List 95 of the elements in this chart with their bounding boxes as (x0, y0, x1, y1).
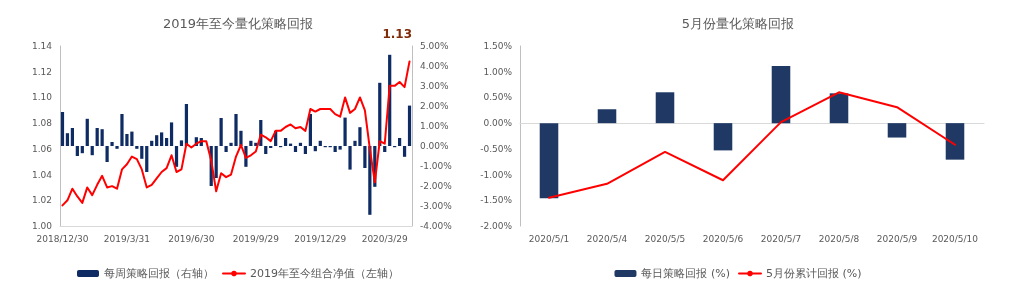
bar (597, 109, 617, 124)
y2-tick-label: 2.00% (420, 101, 450, 111)
y2-tick-label: 5.00% (420, 41, 450, 51)
bar (160, 132, 164, 146)
bar (70, 128, 75, 146)
x-tick-label: 2020/5/9 (876, 233, 918, 244)
chart-title: 2019年至今量化策略回报 (162, 16, 314, 31)
y-tick-label: 1.10 (31, 92, 53, 103)
line-series (61, 60, 411, 207)
bar (343, 117, 347, 146)
bar (174, 146, 179, 167)
bar (155, 135, 159, 146)
x-tick-label: 2020/5/1 (528, 233, 570, 244)
y-tick-label: 1.04 (31, 169, 53, 180)
bar (219, 118, 223, 146)
bar (264, 146, 268, 154)
bar (303, 146, 308, 154)
bar (214, 146, 218, 178)
y-tick-label: 1.12 (31, 66, 52, 77)
bar (179, 140, 184, 146)
bar (80, 146, 84, 154)
legend-label: 5月份累计回报 (%) (766, 267, 862, 280)
text: 1.13 (382, 27, 412, 41)
bar (945, 123, 965, 160)
bar (95, 128, 99, 146)
bar (407, 105, 412, 146)
bar (110, 142, 114, 146)
bar (338, 146, 342, 150)
bar (397, 138, 402, 146)
bar (298, 142, 303, 146)
bar (65, 133, 70, 146)
bar (75, 146, 79, 156)
bar (829, 93, 849, 124)
bar (655, 92, 675, 124)
bar (293, 146, 298, 152)
x-tick-label: 2018/12/30 (36, 233, 89, 244)
bar (90, 146, 94, 156)
bar (169, 122, 174, 146)
bar (539, 123, 559, 199)
bar (164, 138, 169, 146)
bar (402, 146, 407, 157)
bar (348, 146, 352, 170)
x-tick-label: 2020/5/5 (644, 233, 686, 244)
bar (308, 114, 312, 146)
y-tick-label: 1.02 (31, 195, 52, 206)
y2-tick-label: 4.00% (420, 61, 450, 71)
bar (283, 138, 288, 146)
bar (383, 146, 387, 152)
y2-tick-label: -1.00% (420, 161, 453, 171)
x-tick-label: 2020/5/6 (702, 233, 744, 244)
y-tick-label: 1.06 (31, 143, 53, 154)
y-tick-label: 0.50% (483, 92, 513, 103)
y-tick-label: 1.50% (483, 41, 513, 51)
x-tick-label: 2020/3/29 (361, 233, 409, 244)
x-tick-label: 2019/9/29 (232, 233, 280, 244)
x-tick-label: 2020/5/4 (586, 233, 628, 244)
y-tick-label: -1.50% (480, 195, 513, 206)
legend-label: 每周策略回报（右轴） (104, 267, 214, 280)
x-tick-label: 2019/12/29 (294, 233, 347, 244)
bar (60, 112, 65, 146)
bar (100, 129, 104, 146)
y-tick-label: 1.00 (31, 221, 53, 231)
bar (771, 66, 791, 124)
y2-tick-label: 1.00% (420, 121, 450, 131)
y-tick-label: 1.00% (483, 66, 513, 77)
legend-label: 2019年至今组合净值（左轴） (250, 267, 399, 280)
x-tick-label: 2019/3/31 (103, 233, 151, 244)
y2-tick-label: -2.00% (420, 181, 453, 191)
y2-tick-label: 0.00% (420, 141, 450, 151)
x-tick-label: 2020/5/7 (760, 233, 802, 244)
x-tick-label: 2019/6/30 (168, 233, 215, 244)
bar (224, 146, 228, 152)
bar (115, 146, 119, 149)
y2-tick-label: 3.00% (420, 81, 450, 91)
legend-label: 每日策略回报 (%) (641, 267, 731, 280)
x-tick-label: 2020/5/10 (931, 233, 979, 244)
y2-tick-label: -3.00% (420, 201, 453, 211)
bar (887, 123, 907, 138)
y-tick-label: -0.50% (480, 143, 513, 154)
bar (333, 146, 337, 152)
bar (713, 123, 733, 151)
x-tick-label: 2020/5/8 (818, 233, 860, 244)
y-tick-label: 0.00% (483, 118, 513, 129)
bar (140, 146, 144, 159)
bar (135, 146, 139, 149)
y-tick-label: 1.14 (31, 41, 53, 51)
y-tick-label: -1.00% (480, 169, 513, 180)
chart-title: 5月份量化策略回报 (681, 16, 795, 31)
y2-tick-label: -4.00% (420, 221, 453, 231)
line-series (548, 91, 956, 199)
bar (145, 146, 149, 172)
bar (85, 118, 89, 146)
y-tick-label: -2.00% (480, 221, 513, 231)
bar (105, 146, 109, 162)
y-tick-label: 1.08 (31, 118, 53, 129)
